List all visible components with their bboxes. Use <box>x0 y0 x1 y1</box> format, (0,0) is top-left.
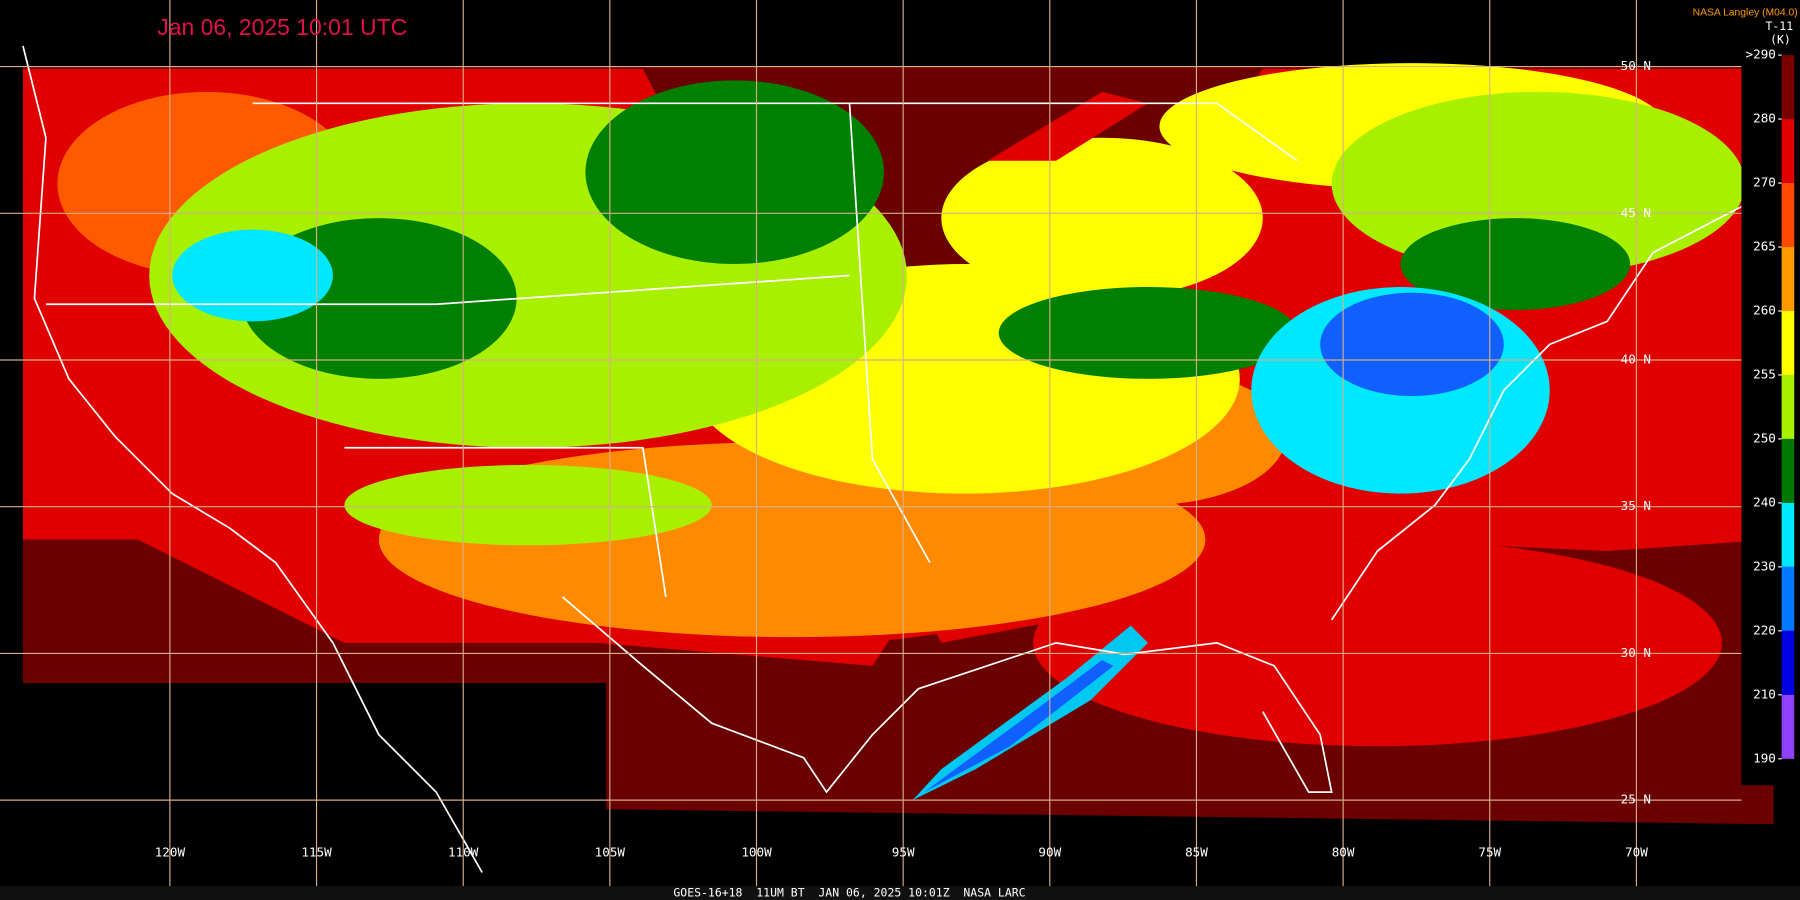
longitude-label: 120W <box>155 844 186 859</box>
latitude-label: 45 N <box>1621 205 1651 220</box>
imagery-yellow <box>941 137 1263 299</box>
imagery-red <box>1033 539 1722 747</box>
longitude-label: 100W <box>741 844 772 859</box>
footer: GOES-16+18 11UM BT JAN 06, 2025 10:01Z N… <box>673 886 1025 900</box>
latitude-label: 30 N <box>1621 645 1651 660</box>
colorbar-swatch <box>1781 438 1795 503</box>
longitude-label: 75W <box>1478 844 1501 859</box>
imagery-light-green <box>344 464 712 546</box>
longitude-label: 85W <box>1185 844 1208 859</box>
imagery-green <box>998 286 1298 379</box>
colorbar-label: >290 <box>1746 47 1776 62</box>
timestamp-title: Jan 06, 2025 10:01 UTC <box>157 14 407 40</box>
colorbar-unit: (K) <box>1770 33 1791 47</box>
colorbar-swatch <box>1781 310 1795 375</box>
credit: NASA Langley (M04.0) <box>1693 7 1798 18</box>
colorbar-swatch <box>1781 183 1795 248</box>
imagery-blue <box>924 660 1114 793</box>
colorbar-label: 210 <box>1753 686 1776 701</box>
latitude-label: 40 N <box>1621 352 1651 367</box>
longitude-label: 70W <box>1625 844 1648 859</box>
colorbar-label: 270 <box>1753 175 1776 190</box>
imagery-cyan <box>172 229 333 322</box>
colorbar-swatch <box>1781 566 1795 631</box>
colorbar: >290 280 270 265 260 255 250 240 230 220 210 190 <box>1746 47 1795 765</box>
colorbar-swatch <box>1781 247 1795 311</box>
graticule: 120W 115W 110W 105W 100W 95W 90W 85W 80W 75W 70W 50… <box>0 0 1742 887</box>
colorbar-swatch <box>1781 694 1795 759</box>
colorbar-label: 220 <box>1753 622 1776 637</box>
colorbar-label: 240 <box>1753 494 1776 509</box>
coastline <box>561 596 1333 794</box>
imagery-green <box>585 80 884 265</box>
colorbar-label: 255 <box>1753 366 1776 381</box>
imagery-blue <box>1320 292 1504 397</box>
coastlines <box>22 45 1742 873</box>
latitude-label: 25 N <box>1621 792 1651 807</box>
imagery-light-green <box>1331 91 1745 276</box>
imagery-cyan <box>912 625 1148 801</box>
footer-bar <box>0 886 1800 900</box>
coastline <box>1330 205 1742 621</box>
colorbar-swatch <box>1781 55 1795 120</box>
state-border <box>45 102 1298 598</box>
colorbar-swatch <box>1781 502 1795 567</box>
colorbar-swatch <box>1781 630 1795 695</box>
colorbar-label: 280 <box>1753 111 1776 126</box>
colorbar-label: 265 <box>1753 239 1776 254</box>
colorbar-label: 230 <box>1753 558 1776 573</box>
colorbar-label: 260 <box>1753 302 1776 317</box>
coastline <box>22 45 483 873</box>
colorbar-swatch <box>1781 374 1795 439</box>
imagery-red <box>987 91 1148 161</box>
longitude-label: 90W <box>1038 844 1061 859</box>
longitude-label: 115W <box>301 844 332 859</box>
latitude-label: 35 N <box>1621 498 1651 513</box>
colorbar-label: 190 <box>1753 750 1776 765</box>
longitude-label: 80W <box>1332 844 1355 859</box>
imagery-green <box>1400 218 1631 310</box>
colorbar-swatch <box>1781 119 1795 184</box>
longitude-label: 110W <box>448 844 479 859</box>
imagery <box>22 63 1774 825</box>
colorbar-label: 250 <box>1753 430 1776 445</box>
latitude-label: 50 N <box>1621 58 1651 73</box>
longitude-label: 95W <box>892 844 915 859</box>
longitude-label: 105W <box>595 844 626 859</box>
colorbar-title: T-11 <box>1765 19 1793 33</box>
